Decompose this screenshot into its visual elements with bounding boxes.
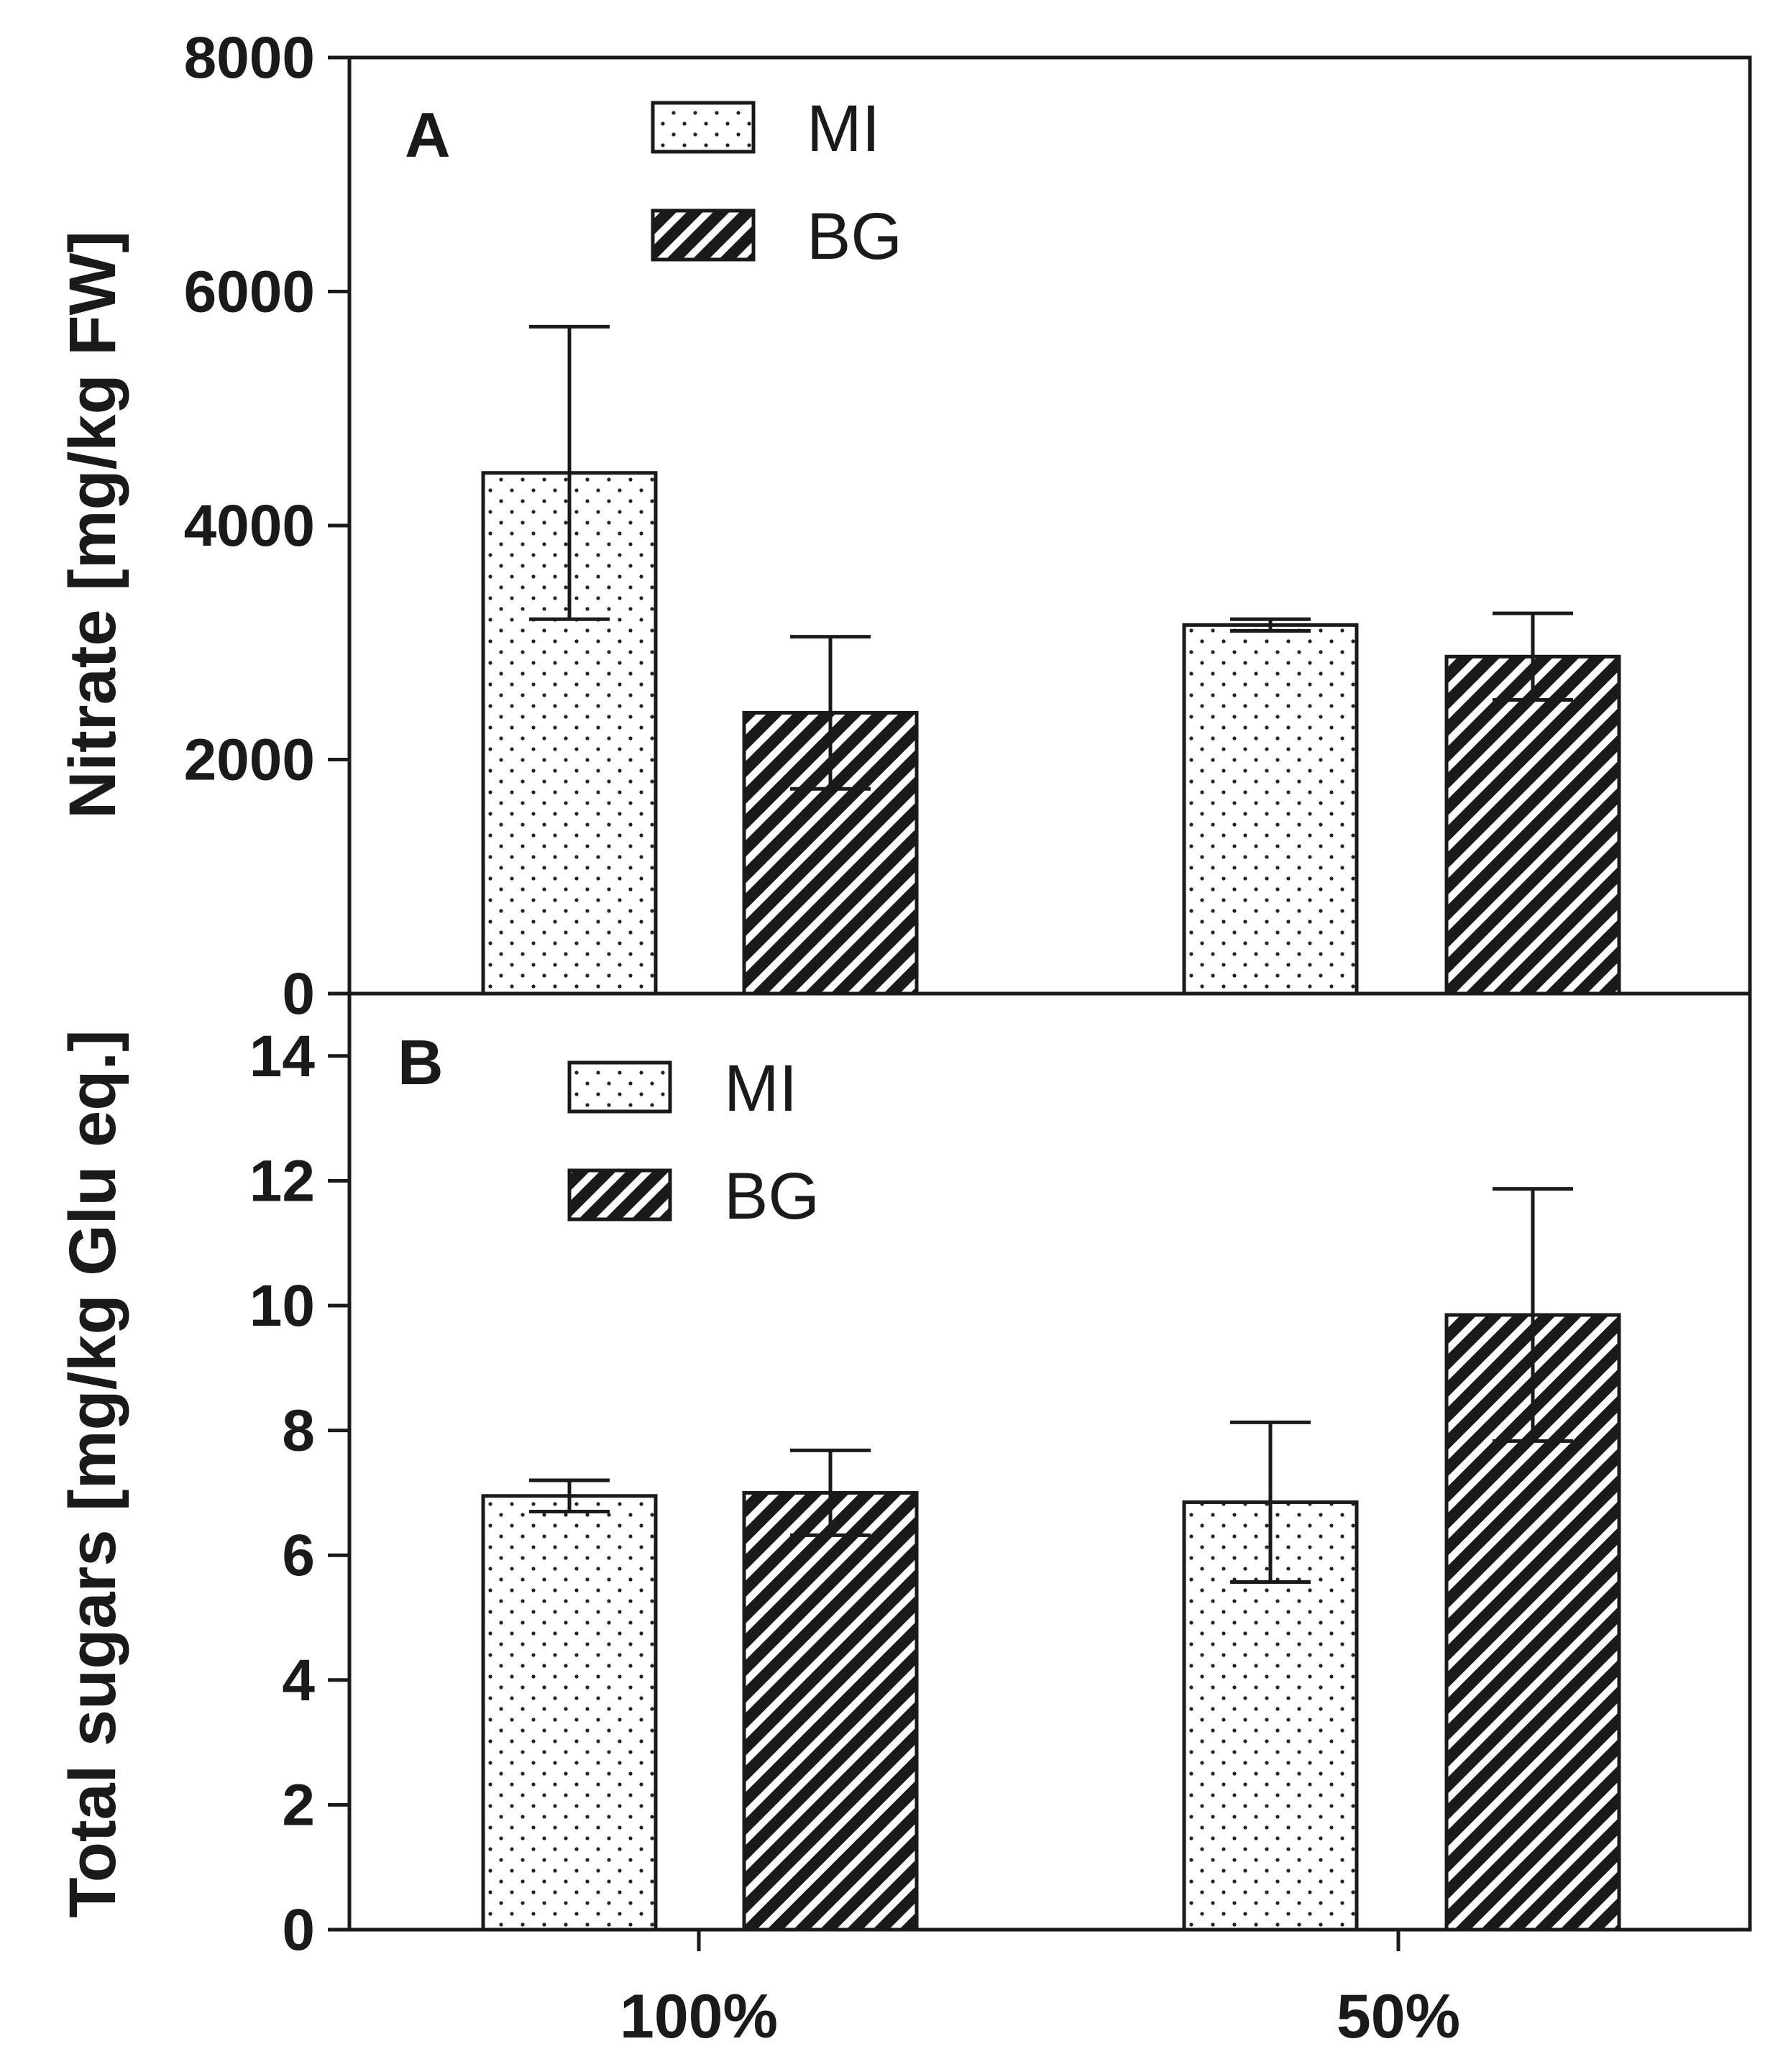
panel-b-bars [481, 1187, 1621, 1932]
panel-a-legend-bg-label: BG [807, 200, 902, 273]
panel-b-legend: MI BG [567, 1052, 820, 1233]
panel-a-y-tick-label: 8000 [184, 25, 315, 91]
panel-b-letter: B [398, 1027, 444, 1098]
panel-b-legend-bg-label: BG [724, 1160, 820, 1233]
panel-b-bar-mi-100 [481, 1494, 658, 1932]
panel-b-legend-mi-swatch [567, 1060, 672, 1114]
panel-a-y-tick-label: 6000 [184, 260, 315, 325]
panel-a-legend-mi-label: MI [807, 92, 880, 165]
panel-b-y-tick-label: 12 [249, 1148, 315, 1214]
panel-a-y-axis-title: Nitrate [mg/kg FW] [56, 231, 129, 819]
x-category-label: 50% [1337, 1982, 1460, 2051]
panel-b-y-tick-label: 6 [282, 1523, 315, 1588]
panel-a-bar-bg-50 [1444, 654, 1621, 996]
panel-b-y-tick-label: 2 [282, 1772, 315, 1838]
panel-a-y-tick-label: 2000 [184, 728, 315, 793]
panel-a-y-tick-label: 0 [282, 961, 315, 1027]
panel-a-legend: MI BG [651, 92, 902, 273]
panel-b-legend-bg-swatch [567, 1168, 672, 1221]
panel-b-y-tick-label: 10 [249, 1273, 315, 1339]
panel-a-legend-bg-swatch [651, 208, 756, 262]
panel-b-frame [347, 991, 1752, 1932]
panel-b-y-tick-label: 8 [282, 1398, 315, 1464]
panel-b-y-tick-label: 14 [249, 1024, 316, 1089]
panel-a-y-tick-label: 4000 [184, 493, 315, 559]
panel-b: 0 2 4 6 8 10 12 14 B MI BG Total sugars [mg/kg … [56, 991, 1752, 2051]
x-category-label: 100% [620, 1982, 778, 2051]
panel-a-y-ticks: 0 2000 4000 6000 8000 [184, 25, 349, 1027]
x-axis-categories: 100% 50% [620, 1930, 1460, 2051]
panel-b-y-axis-title: Total sugars [mg/kg Glu eq.] [56, 1030, 129, 1917]
panel-a: 0 2000 4000 6000 8000 A MI BG Nitrate [mg/kg… [56, 25, 1752, 1027]
panel-a-letter: A [405, 99, 451, 170]
panel-a-legend-mi-swatch [651, 101, 756, 154]
panel-b-bar-bg-100 [742, 1490, 919, 1932]
panel-b-y-ticks: 0 2 4 6 8 10 12 14 [249, 1024, 349, 1963]
panel-a-bar-mi-50 [1182, 623, 1359, 996]
panel-a-bars [481, 324, 1621, 996]
panel-b-legend-mi-label: MI [724, 1052, 797, 1125]
panel-b-y-tick-label: 4 [282, 1648, 315, 1713]
panel-b-y-tick-label: 0 [282, 1897, 315, 1963]
